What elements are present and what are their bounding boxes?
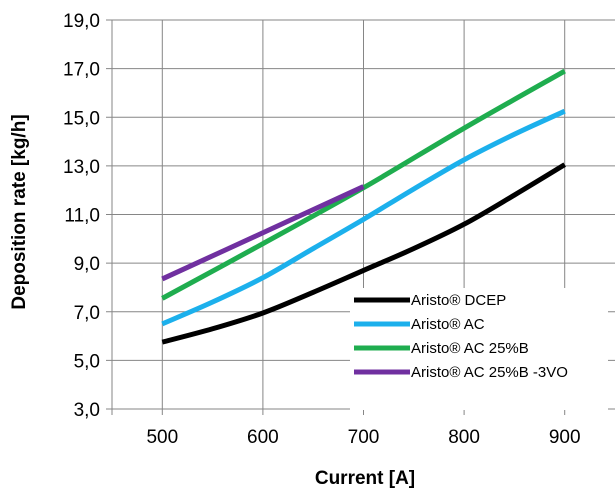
y-tick-label: 7,0 [74, 303, 100, 324]
y-tick-label: 11,0 [64, 206, 100, 227]
y-tick-label: 3,0 [74, 400, 100, 421]
legend-label-1: Aristo® DCEP [411, 292, 506, 309]
x-tick-label: 600 [247, 427, 279, 448]
x-axis-tick-labels: 500 600 700 800 900 [146, 427, 580, 448]
y-tick-label: 15,0 [63, 108, 100, 129]
legend-label-4: Aristo® AC 25%B -3VO [411, 364, 568, 381]
legend-label-2: Aristo® AC [411, 316, 485, 333]
y-axis-tick-labels: 3,0 5,0 7,0 9,0 11,0 13,0 15,0 17,0 19,0 [63, 11, 100, 421]
chart-series [161, 68, 566, 345]
y-tick-label: 19,0 [63, 11, 100, 32]
y-axis-title: Deposition rate [kg/h] [9, 114, 30, 309]
chart-legend: Aristo® DCEP Aristo® AC Aristo® AC 25%B Ari… [350, 288, 608, 410]
x-axis-title: Current [A] [315, 468, 415, 489]
x-tick-label: 500 [146, 427, 178, 448]
x-tick-label: 700 [348, 427, 380, 448]
series-line-4 [161, 184, 365, 282]
series-line-1 [161, 162, 566, 345]
y-tick-label: 5,0 [74, 351, 100, 372]
y-tick-label: 17,0 [63, 60, 100, 81]
y-tick-label: 9,0 [74, 254, 100, 275]
y-tick-label: 13,0 [63, 157, 100, 178]
x-tick-label: 900 [549, 427, 581, 448]
x-tick-label: 800 [448, 427, 480, 448]
series-line-2 [161, 108, 566, 327]
legend-label-3: Aristo® AC 25%B [411, 340, 529, 357]
